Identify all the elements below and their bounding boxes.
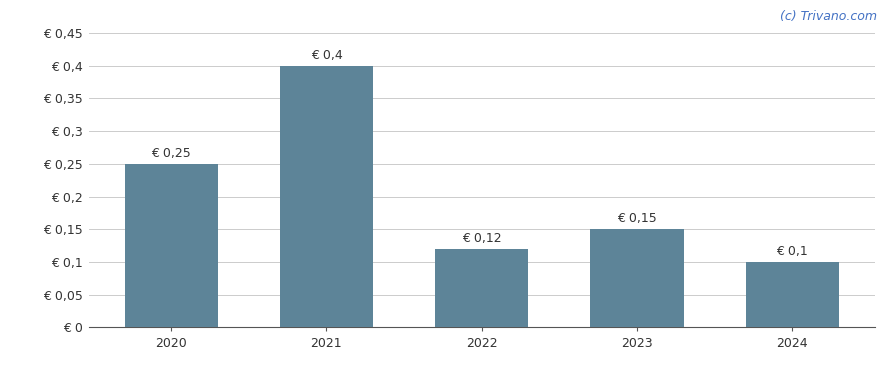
Text: € 0,25: € 0,25 xyxy=(151,147,191,160)
Bar xyxy=(746,262,839,327)
Text: € 0,1: € 0,1 xyxy=(776,245,808,258)
Bar xyxy=(124,164,218,327)
Text: € 0,12: € 0,12 xyxy=(462,232,502,245)
Text: € 0,15: € 0,15 xyxy=(617,212,657,225)
Text: € 0,4: € 0,4 xyxy=(311,49,342,62)
Bar xyxy=(280,66,373,327)
Bar xyxy=(591,229,684,327)
Bar xyxy=(435,249,528,327)
Text: (c) Trivano.com: (c) Trivano.com xyxy=(781,10,877,23)
